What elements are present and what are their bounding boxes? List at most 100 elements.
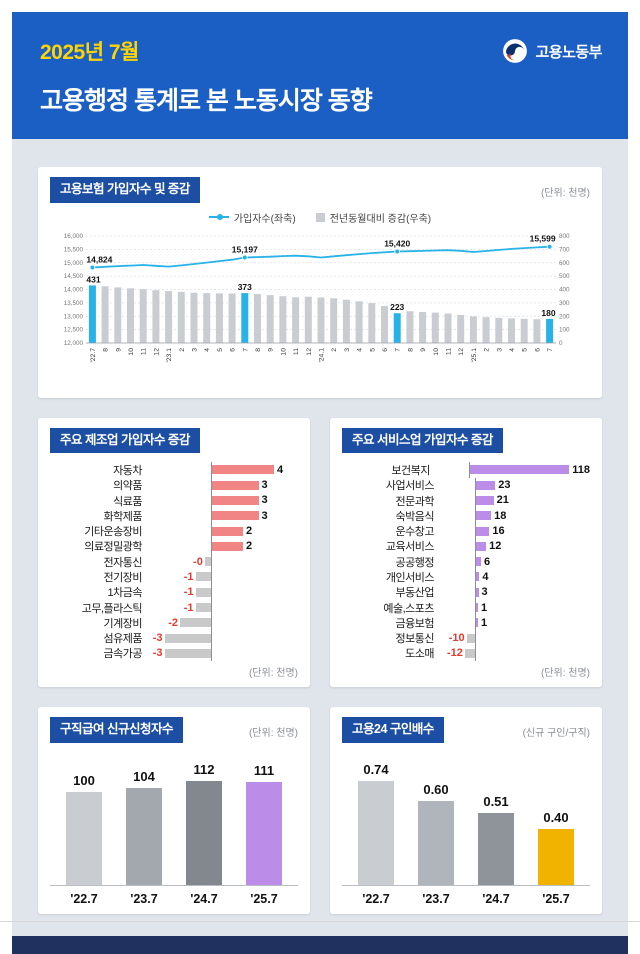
ratio-bar-chart: 0.74 0.60 0.51 0.40 '22.7 '23.7 '24.7 '25.7 (342, 757, 590, 906)
zero-axis (211, 462, 212, 478)
bar-column: 111 (234, 763, 294, 885)
bar-category-label: '22.7 (70, 891, 98, 906)
bar-column: 0.74 (346, 762, 406, 885)
hbar-row: 전기장비 -1 (50, 569, 298, 585)
svg-text:9: 9 (420, 347, 427, 351)
positive-bar (212, 541, 243, 551)
line-legend-swatch (208, 214, 229, 221)
negative-bar (195, 587, 211, 597)
hbar-row: 자동차 4 (50, 462, 298, 478)
svg-text:2: 2 (331, 347, 338, 351)
svg-text:8: 8 (407, 347, 414, 351)
bar-value-label: 112 (193, 761, 215, 777)
positive-bar (476, 495, 494, 505)
bar (186, 780, 222, 885)
negative-value-label: -2 (168, 616, 178, 629)
svg-text:373: 373 (238, 282, 252, 292)
bar-value-label: 104 (133, 769, 155, 785)
ministry-brand: 고용노동부 (502, 38, 602, 64)
hbar-row: 섬유제품 -3 (50, 630, 298, 646)
category-label: 전기장비 (103, 571, 143, 584)
bar-column: 104 (114, 769, 174, 885)
zero-axis (211, 554, 212, 570)
positive-value-label: 12 (489, 540, 502, 553)
insured-panel-title: 고용보험 가입자수 및 증감 (50, 177, 200, 203)
ministry-name: 고용노동부 (535, 43, 602, 61)
svg-text:12: 12 (153, 347, 160, 355)
svg-text:8: 8 (103, 347, 110, 351)
positive-value-label: 16 (492, 525, 505, 538)
hbar-row: 기계장비 -2 (50, 615, 298, 631)
category-label: 예술,스포츠 (383, 602, 434, 615)
category-label: 의료정밀광학 (84, 541, 142, 554)
svg-text:600: 600 (559, 259, 570, 266)
zero-axis (211, 523, 212, 539)
ratio-panel-title: 고용24 구인배수 (342, 717, 444, 743)
category-label: 숙박음식 (395, 510, 435, 523)
ratio-unit-note: (신규 구인/구직) (522, 728, 590, 740)
hbar-row: 기타운송장비 2 (50, 523, 298, 539)
bar (478, 813, 514, 885)
line-legend-label: 가입자수(좌축) (233, 213, 296, 225)
zero-axis (475, 554, 476, 570)
positive-value-label: 3 (481, 586, 488, 599)
zero-axis (211, 538, 212, 555)
bar-plot-area: 0.74 0.60 0.51 0.40 (342, 757, 590, 886)
hbar-row: 부동산업 3 (342, 584, 590, 600)
category-label: 정보통신 (395, 633, 435, 646)
hbar-row: 공공행정 6 (342, 554, 590, 570)
bar-category-row: '22.7 '23.7 '24.7 '25.7 (342, 892, 590, 906)
svg-text:200: 200 (559, 313, 570, 320)
svg-text:223: 223 (390, 302, 404, 312)
bar-category-label: '24.7 (190, 891, 218, 906)
zero-axis (475, 523, 476, 539)
negative-bar (195, 603, 211, 613)
negative-bar (180, 618, 211, 628)
hbar-row: 보건복지 118 (342, 462, 590, 478)
category-label: 식료품 (113, 495, 142, 508)
bar (538, 828, 574, 885)
claims-panel-title: 구직급여 신규신청자수 (50, 717, 183, 743)
claims-unit-note: (단위: 천명) (248, 728, 298, 740)
svg-text:13,500: 13,500 (64, 300, 84, 307)
hbar-row: 사업서비스 23 (342, 477, 590, 493)
bar-value-label: 111 (253, 762, 275, 778)
positive-value-label: 6 (484, 555, 491, 568)
positive-value-label: 23 (498, 479, 511, 492)
zero-axis (475, 599, 476, 616)
svg-text:'24.1: '24.1 (319, 347, 326, 362)
svg-text:12: 12 (458, 347, 465, 355)
svg-text:'23.1: '23.1 (166, 347, 173, 362)
svg-text:16,000: 16,000 (64, 233, 84, 240)
hbar-row: 정보통신 -10 (342, 630, 590, 646)
svg-text:14,824: 14,824 (86, 254, 112, 264)
positive-bar (470, 465, 570, 475)
svg-text:800: 800 (559, 233, 570, 240)
content-area: 고용보험 가입자수 및 증감 (단위: 천명) 가입자수(좌축) 전년동월대비 … (12, 139, 628, 936)
claims-panel: 구직급여 신규신청자수 (단위: 천명) 100 104 112 111'22.7'2… (38, 707, 310, 914)
bar (358, 781, 394, 885)
svg-text:6: 6 (382, 347, 389, 351)
negative-value-label: -0 (193, 555, 203, 568)
svg-text:'22.7: '22.7 (90, 347, 97, 362)
positive-value-label: 3 (261, 494, 268, 507)
svg-text:14,000: 14,000 (64, 286, 84, 293)
zero-axis (211, 508, 212, 524)
zero-axis (475, 492, 476, 509)
hbar-row: 1차금속 -1 (50, 584, 298, 600)
svg-text:700: 700 (559, 246, 570, 253)
zero-axis (211, 615, 212, 631)
bar (66, 791, 102, 885)
manufacturing-hbar-chart: 자동차 4 의약품 3 식료품 3 화학제품 3 기타운송장비 2 의료정밀광학 2 전자통신 -0 전기장… (50, 462, 298, 662)
insured-combo-chart: 16,000 800 15,500 700 15,000 600 14,500 500 14,0… (50, 227, 590, 390)
positive-bar (476, 618, 478, 628)
svg-text:11: 11 (446, 347, 453, 354)
svg-text:5: 5 (217, 347, 224, 351)
zero-axis (475, 630, 476, 646)
svg-text:0: 0 (559, 340, 563, 347)
svg-text:15,420: 15,420 (384, 238, 410, 248)
moel-logo-icon (503, 39, 528, 63)
hbar-row: 숙박음식 18 (342, 508, 590, 524)
zero-axis (475, 645, 476, 662)
zero-axis (211, 630, 212, 646)
